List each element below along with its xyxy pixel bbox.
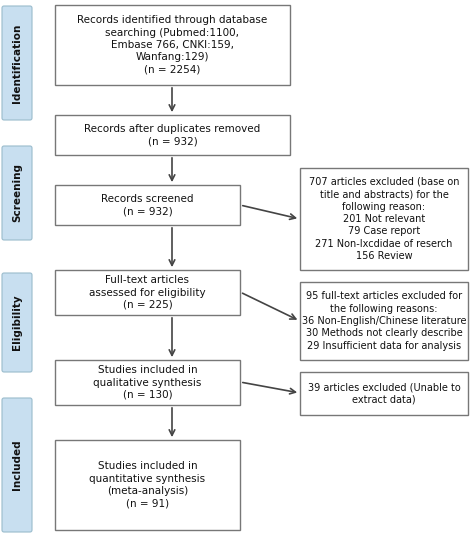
Text: Studies included in
qualitative synthesis
(n = 130): Studies included in qualitative synthesi… [93,365,202,400]
Bar [300,168,468,270]
Text: Studies included in
quantitative synthesis
(meta-analysis)
(n = 91): Studies included in quantitative synthes… [90,461,206,509]
Text: Identification: Identification [12,23,22,103]
Text: 39 articles excluded (Unable to
extract data): 39 articles excluded (Unable to extract … [308,382,460,405]
Text: Records screened
(n = 932): Records screened (n = 932) [101,194,194,216]
Text: Eligibility: Eligibility [12,295,22,351]
FancyBboxPatch shape [2,146,32,240]
Bar [55,440,240,530]
Bar [300,282,468,360]
Text: Records identified through database
searching (Pubmed:1100,
Embase 766, CNKI:159: Records identified through database sear… [77,15,268,75]
Text: Screening: Screening [12,163,22,222]
Text: 707 articles excluded (base on
title and abstracts) for the
following reason:
20: 707 articles excluded (base on title and… [309,177,459,261]
Text: Included: Included [12,440,22,490]
Bar [55,270,240,315]
Bar [300,372,468,415]
Text: Records after duplicates removed
(n = 932): Records after duplicates removed (n = 93… [84,124,261,146]
Bar [55,5,290,85]
FancyBboxPatch shape [2,398,32,532]
Text: 95 full-text articles excluded for
the following reasons:
36 Non-English/Chinese: 95 full-text articles excluded for the f… [302,291,466,351]
Text: Full-text articles
assessed for eligibility
(n = 225): Full-text articles assessed for eligibil… [89,275,206,310]
Bar [55,360,240,405]
FancyBboxPatch shape [2,6,32,120]
FancyBboxPatch shape [2,273,32,372]
Bar [55,185,240,225]
Bar [55,115,290,155]
